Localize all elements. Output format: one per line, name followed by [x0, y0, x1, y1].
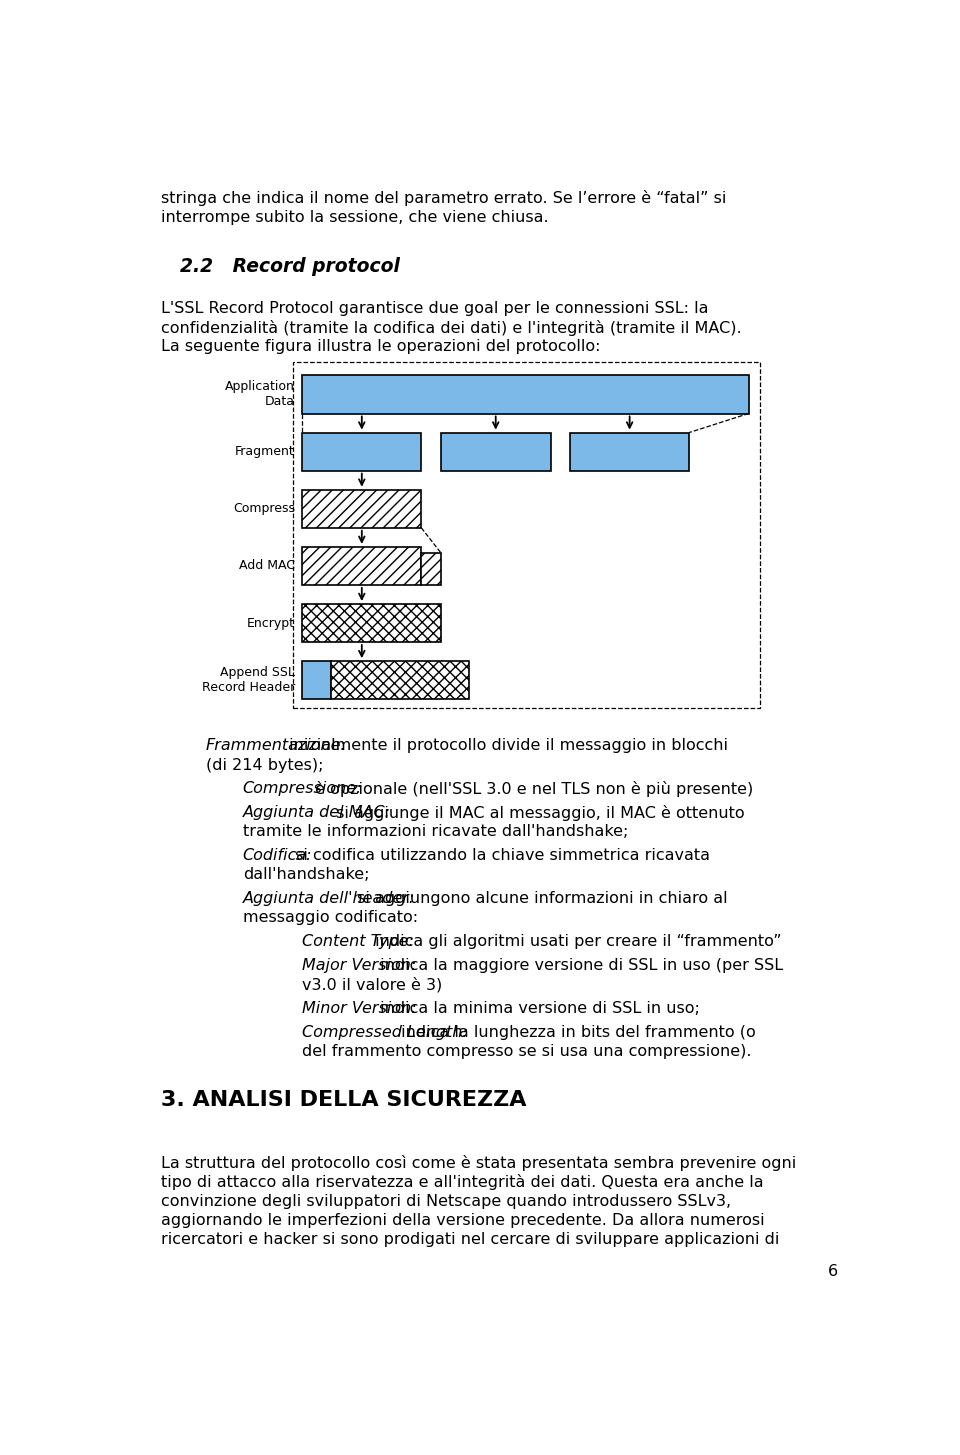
Text: La seguente figura illustra le operazioni del protocollo:: La seguente figura illustra le operazion…	[161, 339, 600, 355]
Text: interrompe subito la sessione, che viene chiusa.: interrompe subito la sessione, che viene…	[161, 210, 548, 224]
Text: Content Type:: Content Type:	[302, 934, 414, 949]
Text: confidenzialità (tramite la codifica dei dati) e l'integrità (tramite il MAC).: confidenzialità (tramite la codifica dei…	[161, 320, 741, 336]
Text: 2.2   Record protocol: 2.2 Record protocol	[180, 258, 399, 276]
Text: Application
Data: Application Data	[225, 380, 295, 409]
Bar	[294, 362, 759, 709]
Text: aggiornando le imperfezioni della versione precedente. Da allora numerosi: aggiornando le imperfezioni della versio…	[161, 1213, 764, 1228]
Text: stringa che indica il nome del parametro errato. Se l’errore è “fatal” si: stringa che indica il nome del parametro…	[161, 191, 727, 207]
Bar	[302, 604, 441, 642]
Text: 3. ANALISI DELLA SICUREZZA: 3. ANALISI DELLA SICUREZZA	[161, 1090, 526, 1110]
Text: Append SSL
Record Header: Append SSL Record Header	[202, 666, 295, 694]
Bar	[302, 490, 421, 528]
Text: (di 214 bytes);: (di 214 bytes);	[205, 758, 324, 773]
Bar	[441, 432, 551, 470]
Bar	[330, 661, 468, 700]
Text: convinzione degli sviluppatori di Netscape quando introdussero SSLv3,: convinzione degli sviluppatori di Netsca…	[161, 1193, 732, 1209]
Text: Compress: Compress	[233, 502, 295, 515]
Text: Compressed Length:: Compressed Length:	[302, 1024, 468, 1040]
Text: indica la minima versione di SSL in uso;: indica la minima versione di SSL in uso;	[375, 1001, 700, 1016]
Text: dall'handshake;: dall'handshake;	[243, 867, 370, 883]
Text: L'SSL Record Protocol garantisce due goal per le connessioni SSL: la: L'SSL Record Protocol garantisce due goa…	[161, 301, 708, 316]
Bar	[302, 432, 421, 470]
Text: inizialmente il protocollo divide il messaggio in blocchi: inizialmente il protocollo divide il mes…	[284, 738, 728, 754]
Text: tipo di attacco alla riservatezza e all'integrità dei dati. Questa era anche la: tipo di attacco alla riservatezza e all'…	[161, 1174, 763, 1190]
Text: ricercatori e hacker si sono prodigati nel cercare di sviluppare applicazioni di: ricercatori e hacker si sono prodigati n…	[161, 1232, 780, 1247]
Text: Frammentazione:: Frammentazione:	[205, 738, 347, 754]
Text: Major Version:: Major Version:	[302, 957, 417, 973]
Text: si codifica utilizzando la chiave simmetrica ricavata: si codifica utilizzando la chiave simmet…	[290, 848, 709, 863]
Bar	[302, 661, 330, 700]
Text: v3.0 il valore è 3): v3.0 il valore è 3)	[302, 978, 443, 992]
Text: del frammento compresso se si usa una compressione).: del frammento compresso se si usa una co…	[302, 1045, 752, 1059]
Bar	[421, 553, 441, 585]
Text: Add MAC: Add MAC	[239, 559, 295, 572]
Text: Encrypt: Encrypt	[247, 617, 295, 630]
Text: Compressione:: Compressione:	[243, 781, 362, 796]
Text: Minor Version:: Minor Version:	[302, 1001, 417, 1016]
Text: messaggio codificato:: messaggio codificato:	[243, 911, 418, 925]
Text: Aggiunta dell'header:: Aggiunta dell'header:	[243, 892, 415, 906]
Text: tramite le informazioni ricavate dall'handshake;: tramite le informazioni ricavate dall'ha…	[243, 825, 628, 840]
Text: indica la maggiore versione di SSL in uso (per SSL: indica la maggiore versione di SSL in us…	[375, 957, 783, 973]
Text: Fragment: Fragment	[235, 445, 295, 458]
Text: Aggiunta del MAC:: Aggiunta del MAC:	[243, 805, 391, 821]
Text: indica la lunghezza in bits del frammento (o: indica la lunghezza in bits del framment…	[396, 1024, 756, 1040]
Text: è opzionale (nell'SSL 3.0 e nel TLS non è più presente): è opzionale (nell'SSL 3.0 e nel TLS non …	[310, 781, 754, 797]
Bar	[302, 375, 749, 413]
Text: 6: 6	[828, 1264, 838, 1279]
Text: si aggiungono alcune informazioni in chiaro al: si aggiungono alcune informazioni in chi…	[352, 892, 728, 906]
Text: indica gli algoritmi usati per creare il “frammento”: indica gli algoritmi usati per creare il…	[370, 934, 781, 949]
Text: si aggiunge il MAC al messaggio, il MAC è ottenuto: si aggiunge il MAC al messaggio, il MAC …	[331, 805, 745, 821]
Text: La struttura del protocollo così come è stata presentata sembra prevenire ogni: La struttura del protocollo così come è …	[161, 1155, 796, 1171]
Text: Codifica:: Codifica:	[243, 848, 312, 863]
Bar	[570, 432, 689, 470]
Bar	[302, 547, 421, 585]
